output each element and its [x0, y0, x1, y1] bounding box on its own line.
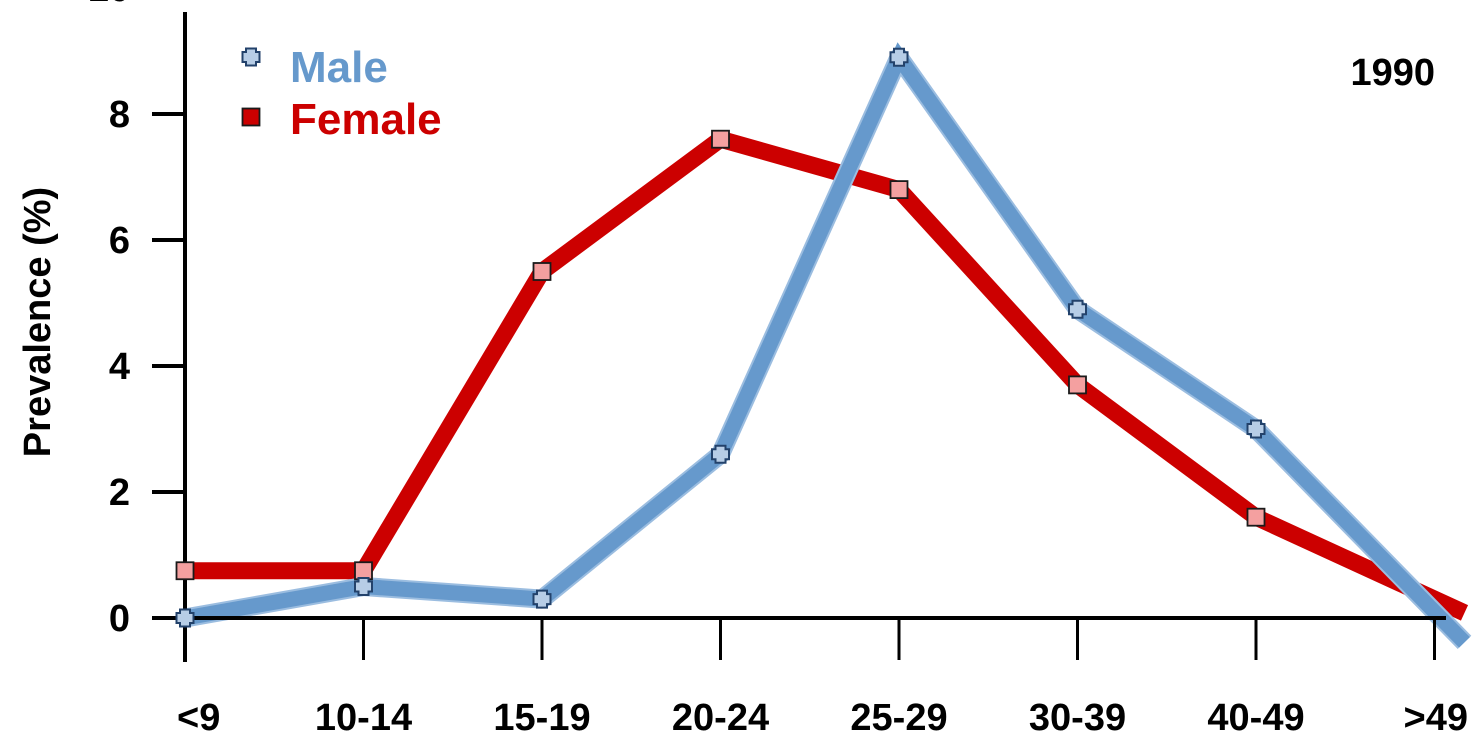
- male-point-4: [889, 47, 909, 67]
- x-tick-label-2: 15-19: [493, 697, 590, 739]
- legend-male-label: Male: [290, 43, 388, 92]
- female-point-6: [1246, 507, 1266, 527]
- female-point-0: [175, 561, 195, 581]
- female-point-2: [532, 262, 552, 281]
- male-point-1: [354, 577, 373, 596]
- female-point-3: [711, 129, 730, 149]
- markers-layer: [175, 47, 1266, 628]
- female-point-5: [1068, 375, 1087, 395]
- y-axis-title: Prevalence (%): [17, 187, 59, 457]
- x-tick-label-6: 40-49: [1207, 697, 1304, 739]
- x-tick-label-1: 10-14: [315, 697, 412, 739]
- legend-male-plus: [241, 47, 261, 67]
- female-point-1: [354, 561, 373, 581]
- y-tick-label-10: 10: [88, 0, 130, 10]
- y-tick-label-0: 0: [109, 598, 130, 640]
- year-annotation: 1990: [1350, 52, 1435, 94]
- y-tick-label-4: 4: [109, 346, 130, 388]
- legend-female-label: Female: [290, 95, 442, 144]
- y-tick-label-2: 2: [109, 472, 130, 514]
- male-point-2: [532, 589, 552, 609]
- male-point-3: [711, 444, 730, 464]
- male-point-6: [1246, 419, 1266, 439]
- x-tick-label-7: >49: [1404, 697, 1468, 739]
- legend-female-square: [241, 107, 261, 127]
- y-ticks: 0 2 4 6 8 10: [88, 0, 185, 640]
- female-point-4: [889, 180, 909, 200]
- legend: Male Female: [241, 43, 442, 144]
- x-tick-label-0: <9: [177, 697, 220, 739]
- x-ticks: <9 10-14 15-19 20-24 25-29 30-39 40-49 >49: [177, 618, 1468, 739]
- x-tick-label-4: 25-29: [850, 697, 947, 739]
- x-tick-label-3: 20-24: [672, 697, 769, 739]
- legend-male-marker: [241, 47, 261, 67]
- y-tick-label-8: 8: [109, 94, 130, 136]
- legend-female-marker: [241, 107, 261, 127]
- series-layer: [183, 42, 1472, 650]
- male-point-0: [175, 608, 195, 628]
- male-point-5: [1068, 299, 1087, 319]
- y-tick-label-6: 6: [109, 220, 130, 262]
- x-tick-label-5: 30-39: [1029, 697, 1126, 739]
